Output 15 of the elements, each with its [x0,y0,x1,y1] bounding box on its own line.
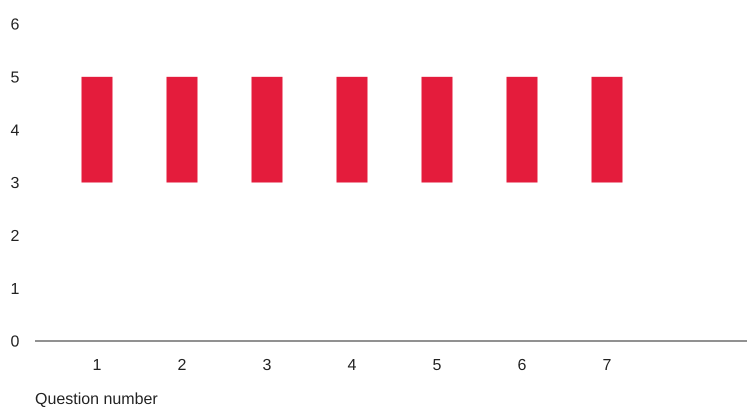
y-tick-label: 6 [10,16,20,34]
x-tick-label: 4 [348,357,357,374]
y-tick-label: 4 [10,122,20,140]
x-tick-label: 2 [178,357,187,374]
y-tick-label: 0 [10,334,20,351]
x-tick-label: 5 [432,357,442,374]
x-tick-label: 7 [602,357,612,374]
y-tick-label: 3 [10,175,20,192]
y-tick-label: 1 [10,280,20,298]
y-tick-label: 2 [10,228,20,245]
y-tick-label: 5 [10,69,20,86]
x-tick-label: 3 [262,357,272,374]
x-tick-label: 1 [92,357,102,374]
x-axis-title: Question number [35,391,158,408]
x-tick-label: 6 [518,357,527,374]
